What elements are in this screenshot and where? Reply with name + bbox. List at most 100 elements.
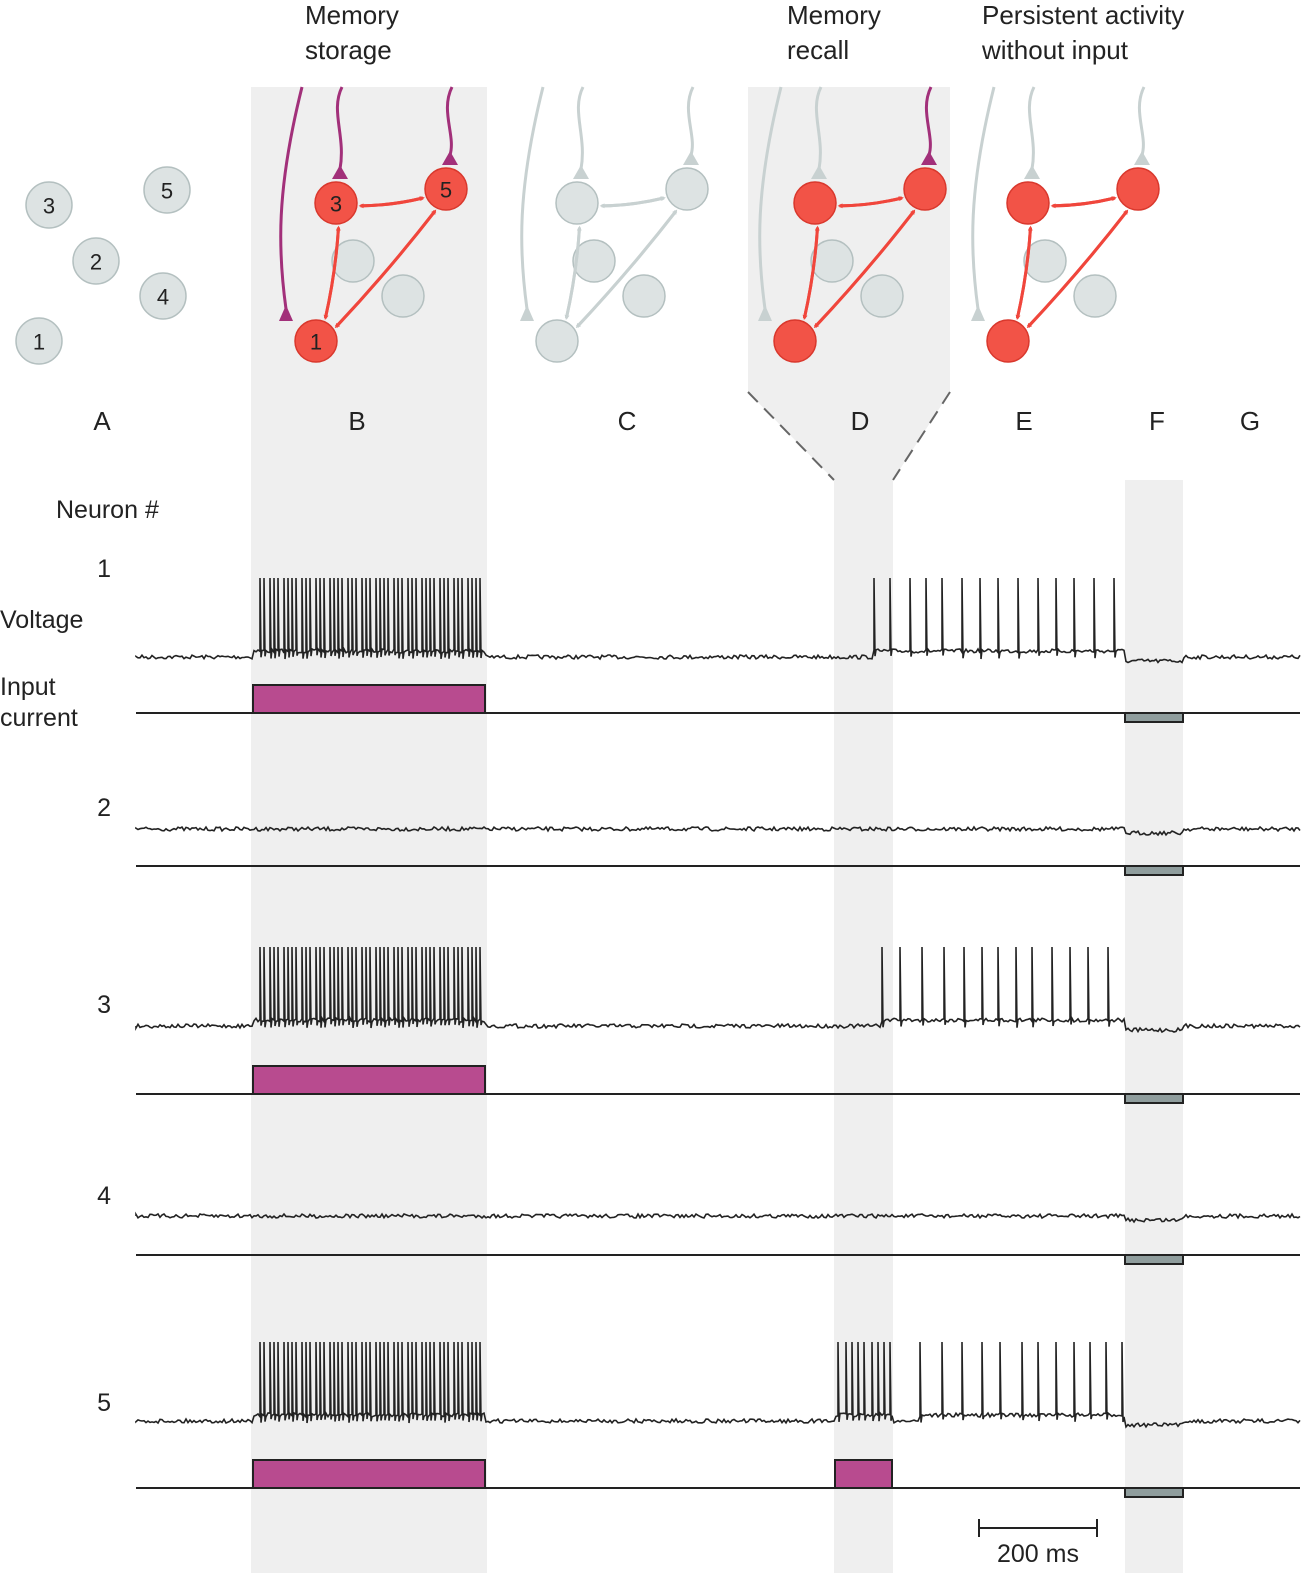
- neuron-2-panel-a: [72, 237, 120, 285]
- network-panel-c: [535, 167, 709, 363]
- synapse-5-to-1-panel-e: [1026, 210, 1129, 329]
- neuron-2-voltage-trace: [135, 825, 1301, 837]
- neuron-3-panel-a: [25, 181, 73, 229]
- input-axon-1-panel-b: [279, 86, 304, 321]
- input-axon-5-panel-d: [921, 86, 937, 165]
- neuron-5-label-panel-b: 5: [440, 178, 452, 203]
- neuron-1-panel-e: [986, 319, 1030, 363]
- synapse-3-to-1-panel-b: [323, 227, 340, 321]
- neuron-row-label-3: 3: [97, 991, 111, 1019]
- neuron-5-panel-d: [903, 167, 947, 211]
- network-panel-e: [986, 167, 1160, 363]
- network-panel-d: [773, 167, 947, 363]
- neuron-3-panel-e: [1006, 181, 1050, 225]
- neuron-5-label-panel-a: 5: [161, 179, 173, 204]
- synapse-5-to-3-panel-b: [358, 196, 424, 209]
- neuron-2-panel-d: [810, 239, 854, 283]
- synapse-3-to-1-panel-c: [564, 227, 581, 321]
- input-axon-3-panel-e: [1024, 86, 1040, 179]
- synapse-5-to-3-panel-e: [1050, 196, 1116, 209]
- neuron-row-label-2: 2: [97, 794, 111, 822]
- input-axon-5-panel-b: [442, 86, 458, 165]
- header-storage-line1: Memory: [305, 0, 399, 30]
- neuron-4-negative-input-pulse: [1124, 1254, 1184, 1265]
- neuron-1-label-panel-b: 1: [310, 330, 322, 355]
- header-recall-line1: Memory: [787, 0, 881, 30]
- neuron-3-panel-b: [314, 181, 358, 225]
- neuron-1-panel-b: [294, 319, 338, 363]
- inhibit-shade: [1125, 480, 1183, 1573]
- scale-bar: 200 ms: [978, 1519, 1098, 1568]
- recall-dash-right: [892, 391, 951, 481]
- network-panel-a: 1 2 3 4 5: [15, 166, 191, 365]
- synapse-5-to-1-panel-b: [334, 210, 437, 329]
- recall-dash-left: [747, 391, 835, 481]
- neuron-3-storage-input-pulse: [252, 1065, 486, 1095]
- panel-letter-c: C: [618, 406, 637, 436]
- neuron-4-trace: [135, 1211, 1301, 1265]
- panel-letter-d: D: [851, 406, 870, 436]
- neuron-row-label-1: 1: [97, 555, 111, 583]
- panel-letters: A B C D E F G: [93, 406, 1260, 436]
- synapse-3-to-1-panel-e: [1015, 227, 1032, 321]
- neuron-1-negative-input-pulse: [1124, 712, 1184, 723]
- input-current-label-line1: Input: [0, 673, 56, 701]
- neuron-2-panel-b: [331, 239, 375, 283]
- neuron-1-label-panel-a: 1: [33, 330, 45, 355]
- neuron-1-panel-a: [15, 317, 63, 365]
- neuron-1-voltage-trace: [135, 577, 1301, 664]
- header-persistent-line2: without input: [981, 35, 1129, 65]
- neuron-2-panel-e: [1023, 239, 1067, 283]
- panel-letter-a: A: [93, 406, 111, 436]
- input-axon-5-panel-e: [1134, 86, 1150, 165]
- neuron-3-label-panel-b: 3: [330, 192, 342, 217]
- neuron-3-label-panel-a: 3: [43, 194, 55, 219]
- neuron-3-negative-input-pulse: [1124, 1093, 1184, 1104]
- synapse-5-to-3-panel-c: [599, 196, 665, 209]
- neuron-5-panel-a: [143, 166, 191, 214]
- neuron-3-trace: [135, 946, 1301, 1104]
- input-axon-5-panel-c: [683, 86, 699, 165]
- neuron-2-trace: [135, 825, 1301, 876]
- panel-letter-e: E: [1015, 406, 1032, 436]
- input-axon-1-panel-e: [971, 86, 996, 321]
- synapse-5-to-1-panel-d: [813, 210, 916, 329]
- input-axon-1-panel-c: [520, 86, 545, 321]
- neuron-1-panel-c: [535, 319, 579, 363]
- neuron-5-recall-input-pulse: [834, 1459, 893, 1489]
- neuron-4-panel-a: [139, 272, 187, 320]
- panel-letter-g: G: [1240, 406, 1260, 436]
- neuron-5-trace: [135, 1341, 1301, 1498]
- scale-bar-label: 200 ms: [997, 1540, 1079, 1568]
- neuron-traces: [135, 577, 1301, 1498]
- input-axon-1-panel-d: [758, 86, 783, 321]
- neuron-2-panel-c: [572, 239, 616, 283]
- neuron-2-negative-input-pulse: [1124, 865, 1184, 876]
- input-current-label-line2: current: [0, 704, 78, 732]
- header-recall-line2: recall: [787, 35, 849, 65]
- neuron-row-label-5: 5: [97, 1389, 111, 1417]
- input-axon-3-panel-b: [332, 86, 348, 179]
- neuron-1-panel-d: [773, 319, 817, 363]
- input-axon-3-panel-d: [811, 86, 827, 179]
- synapse-3-to-1-panel-d: [802, 227, 819, 321]
- panel-letter-b: B: [348, 406, 365, 436]
- network-diagrams: 1 2 3 4 5 1 3 5: [15, 86, 1160, 365]
- neuron-4-panel-d: [860, 274, 904, 318]
- voltage-label: Voltage: [0, 606, 83, 634]
- panel-letter-f: F: [1149, 406, 1165, 436]
- neuron-5-storage-input-pulse: [252, 1459, 486, 1489]
- neuron-1-storage-input-pulse: [252, 684, 486, 714]
- neuron-1-trace: [135, 577, 1301, 723]
- input-axon-3-panel-c: [573, 86, 589, 179]
- neuron-row-label-4: 4: [97, 1182, 111, 1210]
- neuron-5-panel-e: [1116, 167, 1160, 211]
- neuron-3-voltage-trace: [135, 946, 1301, 1034]
- neuron-3-panel-c: [555, 181, 599, 225]
- neuron-number-header: Neuron #: [56, 496, 159, 524]
- neuron-5-voltage-trace: [135, 1341, 1301, 1429]
- header-storage-line2: storage: [305, 35, 392, 65]
- neuron-5-panel-b: [424, 167, 468, 211]
- header-persistent-line1: Persistent activity: [982, 0, 1184, 30]
